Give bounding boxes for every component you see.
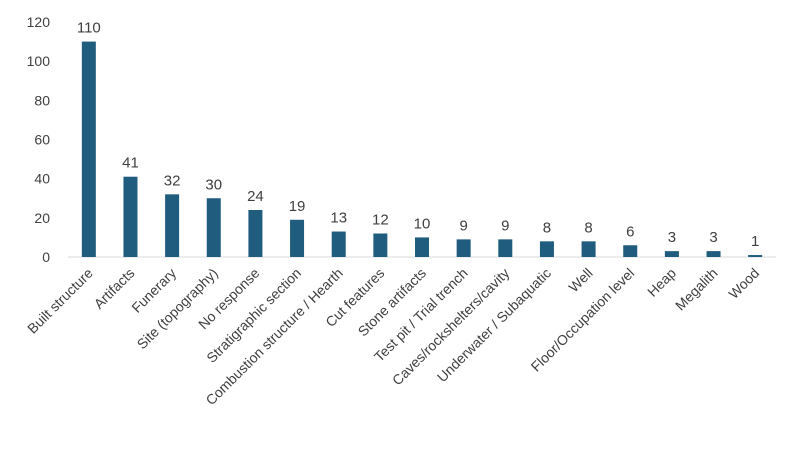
y-tick-label: 100 xyxy=(27,53,51,69)
bar xyxy=(623,245,638,257)
bar xyxy=(373,233,388,257)
data-label: 41 xyxy=(122,155,139,172)
category-label: Wood xyxy=(725,265,762,302)
data-label: 19 xyxy=(289,198,306,215)
data-label: 24 xyxy=(247,188,264,205)
data-label: 1 xyxy=(751,233,759,250)
data-label: 32 xyxy=(164,172,181,189)
data-label: 30 xyxy=(205,176,222,193)
bar xyxy=(498,239,513,257)
y-tick-label: 40 xyxy=(34,171,50,187)
bar xyxy=(415,237,429,257)
data-label: 110 xyxy=(77,20,101,37)
bar xyxy=(81,41,96,258)
bar xyxy=(206,198,221,257)
bar xyxy=(664,251,679,257)
data-label: 3 xyxy=(709,229,717,246)
data-label: 9 xyxy=(501,217,509,234)
category-label: Megalith xyxy=(672,265,721,314)
bar xyxy=(581,241,596,257)
data-label: 13 xyxy=(330,210,347,227)
y-tick-label: 0 xyxy=(42,249,50,265)
category-label: Built structure xyxy=(24,265,96,337)
y-tick-label: 60 xyxy=(34,132,50,148)
bar xyxy=(706,251,721,257)
bar xyxy=(123,176,138,257)
bars-group xyxy=(81,41,763,258)
category-label: Heap xyxy=(644,265,679,300)
data-label: 10 xyxy=(414,215,431,232)
data-labels-group: 110 41 32 30 24 19 13 12 10 9 9 8 8 6 3 3 1 xyxy=(77,20,759,250)
data-label: 8 xyxy=(584,219,592,236)
category-label: Well xyxy=(565,265,595,295)
bar xyxy=(331,231,346,257)
bar xyxy=(456,239,471,257)
data-label: 9 xyxy=(459,217,467,234)
data-label: 3 xyxy=(668,229,676,246)
bar xyxy=(165,194,180,257)
data-label: 8 xyxy=(543,219,551,236)
data-label: 12 xyxy=(372,212,389,229)
y-tick-label: 120 xyxy=(27,14,51,30)
bar xyxy=(748,255,763,257)
bar xyxy=(290,219,305,257)
y-tick-label: 20 xyxy=(34,210,50,226)
y-axis-ticks: 0 20 40 60 80 100 120 xyxy=(27,14,51,265)
data-label: 6 xyxy=(626,223,634,240)
bar xyxy=(248,210,263,257)
y-tick-label: 80 xyxy=(34,92,50,108)
bar xyxy=(539,241,554,257)
